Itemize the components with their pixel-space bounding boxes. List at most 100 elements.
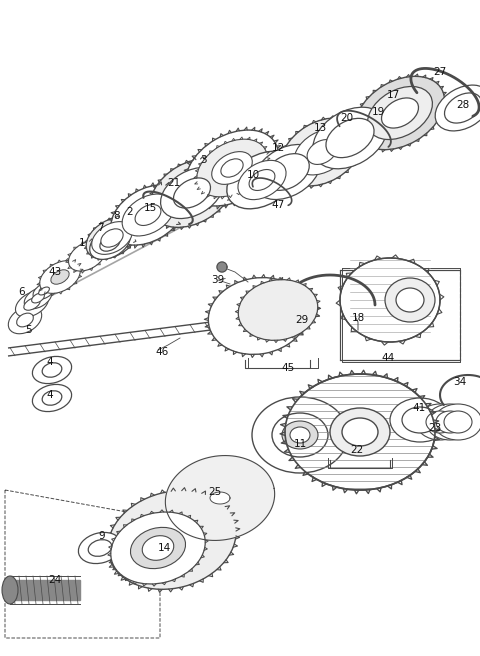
Ellipse shape <box>33 283 55 300</box>
Ellipse shape <box>282 421 318 449</box>
Ellipse shape <box>238 160 286 199</box>
Ellipse shape <box>131 527 186 569</box>
Ellipse shape <box>281 118 363 186</box>
Ellipse shape <box>434 404 480 440</box>
Text: 3: 3 <box>200 155 206 165</box>
Text: 45: 45 <box>281 363 295 373</box>
Ellipse shape <box>186 130 278 206</box>
Ellipse shape <box>86 217 138 259</box>
Text: 19: 19 <box>372 107 384 117</box>
Ellipse shape <box>396 288 424 312</box>
Ellipse shape <box>32 384 72 411</box>
Ellipse shape <box>436 411 464 433</box>
Ellipse shape <box>402 407 438 433</box>
Ellipse shape <box>435 85 480 131</box>
Text: 46: 46 <box>156 347 168 357</box>
Ellipse shape <box>32 293 44 303</box>
Text: 4: 4 <box>47 390 53 400</box>
Ellipse shape <box>272 413 328 457</box>
Text: 9: 9 <box>99 531 105 541</box>
Text: 1: 1 <box>79 238 85 248</box>
Ellipse shape <box>24 287 52 309</box>
Ellipse shape <box>444 411 472 433</box>
Text: 6: 6 <box>19 287 25 297</box>
Ellipse shape <box>173 178 211 208</box>
Text: 13: 13 <box>313 123 326 133</box>
Ellipse shape <box>212 152 252 184</box>
Ellipse shape <box>111 185 185 245</box>
Text: 4: 4 <box>47 357 53 367</box>
Ellipse shape <box>111 512 205 584</box>
Ellipse shape <box>285 374 435 490</box>
Ellipse shape <box>88 540 112 556</box>
Ellipse shape <box>313 107 387 169</box>
Text: 18: 18 <box>351 313 365 323</box>
Text: 15: 15 <box>144 203 156 213</box>
Text: 29: 29 <box>295 315 309 325</box>
Ellipse shape <box>390 398 450 442</box>
Ellipse shape <box>330 408 390 456</box>
Ellipse shape <box>356 76 444 150</box>
Text: 11: 11 <box>293 439 307 449</box>
Text: 41: 41 <box>412 403 426 413</box>
Ellipse shape <box>253 144 321 199</box>
Ellipse shape <box>290 427 310 443</box>
Ellipse shape <box>161 167 223 218</box>
Text: 7: 7 <box>96 223 103 233</box>
Ellipse shape <box>100 235 120 251</box>
Ellipse shape <box>252 397 348 473</box>
Ellipse shape <box>326 118 374 157</box>
Polygon shape <box>10 580 80 600</box>
Text: 17: 17 <box>386 90 400 100</box>
Ellipse shape <box>38 287 49 295</box>
Text: 47: 47 <box>271 200 285 210</box>
Text: 5: 5 <box>24 325 31 335</box>
Ellipse shape <box>227 151 297 209</box>
Ellipse shape <box>150 159 234 228</box>
Ellipse shape <box>265 154 309 190</box>
Ellipse shape <box>426 411 454 433</box>
Ellipse shape <box>8 306 42 334</box>
Text: 22: 22 <box>350 445 364 455</box>
Text: 14: 14 <box>157 543 170 553</box>
Ellipse shape <box>238 279 318 340</box>
Ellipse shape <box>385 278 435 322</box>
Polygon shape <box>217 262 227 272</box>
Ellipse shape <box>142 536 174 560</box>
Text: 21: 21 <box>168 178 180 188</box>
Ellipse shape <box>416 404 464 440</box>
Ellipse shape <box>342 418 378 446</box>
Ellipse shape <box>42 363 62 377</box>
FancyBboxPatch shape <box>340 270 460 360</box>
Polygon shape <box>210 492 230 504</box>
Ellipse shape <box>69 241 106 271</box>
Text: 25: 25 <box>208 487 222 497</box>
Ellipse shape <box>221 159 243 177</box>
Text: 27: 27 <box>433 67 446 77</box>
Text: 44: 44 <box>382 353 395 363</box>
Ellipse shape <box>249 169 275 190</box>
Ellipse shape <box>340 258 440 342</box>
Ellipse shape <box>135 205 161 226</box>
Text: 43: 43 <box>48 267 61 277</box>
Ellipse shape <box>382 98 419 128</box>
Ellipse shape <box>122 194 174 236</box>
Polygon shape <box>5 490 160 638</box>
Text: 28: 28 <box>456 100 469 110</box>
Ellipse shape <box>197 139 267 197</box>
Ellipse shape <box>243 165 280 195</box>
Text: 20: 20 <box>340 113 354 123</box>
Ellipse shape <box>17 313 33 327</box>
Ellipse shape <box>15 291 48 317</box>
Polygon shape <box>166 455 275 541</box>
Text: 24: 24 <box>48 575 61 585</box>
Ellipse shape <box>24 298 40 310</box>
Text: 10: 10 <box>246 170 260 180</box>
Ellipse shape <box>426 404 474 440</box>
Ellipse shape <box>32 356 72 384</box>
Text: 39: 39 <box>211 275 225 285</box>
Ellipse shape <box>92 222 132 255</box>
Ellipse shape <box>101 229 123 247</box>
Ellipse shape <box>294 129 350 175</box>
Ellipse shape <box>78 533 121 564</box>
